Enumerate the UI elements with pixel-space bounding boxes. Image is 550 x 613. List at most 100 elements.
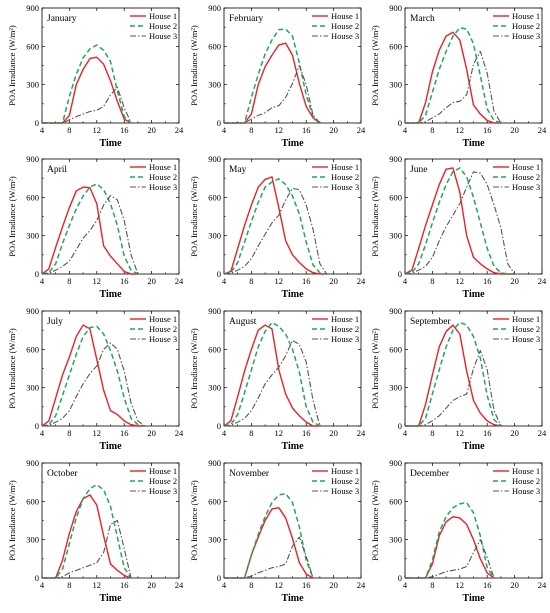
legend-label-house-2: House 2 — [331, 324, 359, 334]
legend-label-house-3: House 3 — [331, 182, 359, 192]
series-line-house-3 — [224, 64, 321, 124]
x-tick-label: 4 — [222, 125, 227, 135]
x-tick-label: 8 — [249, 428, 253, 438]
series-line-house-1 — [41, 186, 138, 275]
series-line-house-1 — [42, 56, 132, 124]
x-axis-label: Time — [462, 441, 485, 452]
x-tick-label: 16 — [302, 428, 311, 438]
y-tick-label: 0 — [398, 118, 402, 128]
panel-june: 4 8 12 16 20 24 0 300 600 900 Time POA Irradiance (… — [370, 154, 547, 300]
panel-january: 4 8 12 16 20 24 0 300 600 900 Time POA Irradiance (… — [7, 3, 184, 149]
y-tick-label: 900 — [26, 3, 39, 13]
x-tick-label: 8 — [430, 428, 434, 438]
x-tick-label: 16 — [120, 276, 129, 286]
panel-september: 4 8 12 16 20 24 0 300 600 900 Time POA Irradiance (… — [370, 306, 547, 452]
x-tick-label: 16 — [120, 428, 129, 438]
x-tick-label: 16 — [483, 428, 492, 438]
y-tick-label: 600 — [389, 192, 402, 202]
x-tick-label: 8 — [67, 428, 71, 438]
y-tick-label: 900 — [26, 458, 39, 468]
x-tick-label: 8 — [430, 580, 434, 590]
y-tick-label: 600 — [26, 192, 39, 202]
series-line-house-2 — [404, 167, 515, 275]
x-tick-label: 16 — [302, 276, 311, 286]
y-tick-label: 600 — [389, 344, 402, 354]
legend-label-house-2: House 2 — [149, 476, 177, 486]
y-tick-label: 0 — [217, 118, 221, 128]
x-tick-label: 16 — [302, 125, 311, 135]
y-tick-label: 0 — [398, 421, 402, 431]
legend-label-house-2: House 2 — [149, 21, 177, 31]
x-tick-label: 24 — [538, 580, 547, 590]
series-line-house-3 — [405, 50, 502, 124]
legend-label-house-2: House 2 — [331, 21, 359, 31]
panel-august: 4 8 12 16 20 24 0 300 600 900 Time POA Irradiance (… — [189, 306, 366, 452]
x-tick-label: 24 — [538, 428, 547, 438]
series-line-house-3 — [42, 519, 132, 579]
x-tick-label: 4 — [222, 276, 227, 286]
y-tick-label: 600 — [208, 192, 221, 202]
legend-label-house-1: House 1 — [149, 162, 177, 172]
series-line-house-3 — [224, 536, 314, 579]
legend-label-house-1: House 1 — [512, 314, 540, 324]
y-tick-label: 300 — [389, 383, 402, 393]
x-tick-label: 24 — [175, 125, 184, 135]
x-axis-label: Time — [462, 593, 485, 604]
x-tick-label: 20 — [510, 276, 519, 286]
panel-title: July — [47, 317, 63, 327]
series-line-house-2 — [405, 321, 502, 427]
x-tick-label: 16 — [302, 580, 311, 590]
legend-label-house-3: House 3 — [512, 31, 540, 41]
y-tick-label: 900 — [389, 306, 402, 316]
x-tick-label: 16 — [483, 125, 492, 135]
x-tick-label: 12 — [93, 125, 102, 135]
legend-label-house-2: House 2 — [331, 172, 359, 182]
x-tick-label: 12 — [275, 125, 284, 135]
x-tick-label: 12 — [275, 276, 284, 286]
legend-label-house-3: House 3 — [149, 486, 177, 496]
y-tick-label: 300 — [389, 231, 402, 241]
x-tick-label: 4 — [222, 580, 227, 590]
x-tick-label: 12 — [93, 276, 102, 286]
panel-may: 4 8 12 16 20 24 0 300 600 900 Time POA Irradiance (… — [189, 154, 366, 300]
legend-label-house-2: House 2 — [149, 324, 177, 334]
x-tick-label: 4 — [40, 428, 45, 438]
x-tick-label: 12 — [456, 580, 465, 590]
legend-label-house-1: House 1 — [512, 162, 540, 172]
y-tick-label: 300 — [208, 80, 221, 90]
y-tick-label: 0 — [217, 269, 221, 279]
legend-label-house-2: House 2 — [331, 476, 359, 486]
x-tick-label: 16 — [483, 276, 492, 286]
y-tick-label: 0 — [217, 573, 221, 583]
y-axis-label: POA Irradiance (W/m²) — [370, 328, 380, 409]
panel-title: August — [229, 317, 257, 327]
y-tick-label: 0 — [35, 118, 39, 128]
x-tick-label: 20 — [147, 125, 156, 135]
panel-title: January — [47, 14, 77, 24]
panel-title: May — [229, 165, 247, 175]
x-tick-label: 16 — [120, 125, 129, 135]
x-tick-label: 8 — [67, 125, 71, 135]
series-line-house-3 — [41, 342, 146, 427]
legend-label-house-3: House 3 — [331, 31, 359, 41]
y-tick-label: 300 — [208, 383, 221, 393]
x-axis-label: Time — [281, 138, 304, 149]
panel-february: 4 8 12 16 20 24 0 300 600 900 Time POA Irradiance (… — [189, 3, 366, 149]
y-tick-label: 0 — [35, 421, 39, 431]
series-line-house-3 — [42, 86, 132, 124]
panel-december: 4 8 12 16 20 24 0 300 600 900 Time POA Irradiance (… — [370, 458, 547, 604]
panel-july: 4 8 12 16 20 24 0 300 600 900 Time POA Irradiance (… — [7, 306, 184, 452]
x-tick-label: 4 — [403, 580, 408, 590]
series-line-house-1 — [223, 176, 327, 275]
x-tick-label: 24 — [357, 580, 366, 590]
y-axis-label: POA Irradiance (W/m²) — [189, 328, 199, 409]
y-tick-label: 300 — [208, 231, 221, 241]
x-tick-label: 20 — [510, 125, 519, 135]
panel-march: 4 8 12 16 20 24 0 300 600 900 Time POA Irradiance (… — [370, 3, 547, 149]
x-tick-label: 20 — [510, 428, 519, 438]
x-tick-label: 24 — [538, 125, 547, 135]
panel-title: November — [229, 469, 270, 479]
series-line-house-3 — [41, 194, 139, 275]
